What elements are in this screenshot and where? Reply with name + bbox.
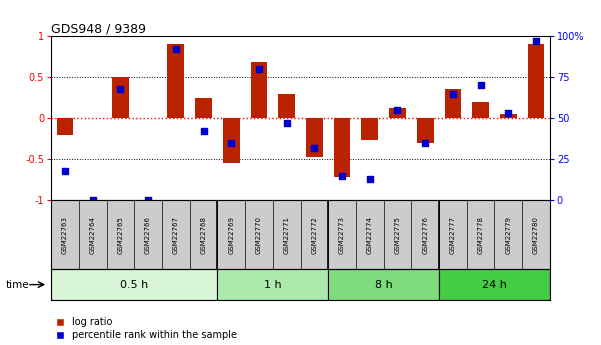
- Bar: [500, 114, 517, 118]
- Text: 1 h: 1 h: [264, 280, 282, 289]
- Text: GDS948 / 9389: GDS948 / 9389: [51, 22, 146, 35]
- Legend: log ratio, percentile rank within the sample: log ratio, percentile rank within the sa…: [56, 317, 237, 340]
- Bar: [328, 269, 439, 300]
- Bar: [251, 62, 267, 118]
- Text: GSM22773: GSM22773: [339, 216, 345, 254]
- Bar: [528, 45, 545, 118]
- Text: time: time: [6, 280, 29, 289]
- Text: GSM22774: GSM22774: [367, 216, 373, 254]
- Bar: [361, 118, 378, 140]
- Point: [227, 140, 236, 146]
- Bar: [472, 102, 489, 118]
- Bar: [439, 269, 550, 300]
- Point: [115, 86, 125, 91]
- Bar: [195, 98, 212, 118]
- Text: GSM22766: GSM22766: [145, 216, 151, 254]
- Bar: [51, 269, 218, 300]
- Text: 0.5 h: 0.5 h: [120, 280, 148, 289]
- Text: GSM22768: GSM22768: [201, 216, 207, 254]
- Bar: [218, 269, 328, 300]
- Text: GSM22779: GSM22779: [505, 216, 511, 254]
- Text: GSM22772: GSM22772: [311, 216, 317, 254]
- Text: 8 h: 8 h: [375, 280, 392, 289]
- Point: [392, 107, 402, 113]
- Text: GSM22776: GSM22776: [423, 216, 428, 254]
- Text: GSM22765: GSM22765: [117, 216, 123, 254]
- Point: [504, 110, 513, 116]
- Point: [421, 140, 430, 146]
- Bar: [389, 108, 406, 118]
- Point: [337, 173, 347, 178]
- Text: GSM22767: GSM22767: [173, 216, 178, 254]
- Point: [476, 82, 486, 88]
- Bar: [278, 93, 295, 118]
- Text: GSM22771: GSM22771: [284, 216, 290, 254]
- Point: [88, 197, 97, 203]
- Text: GSM22780: GSM22780: [533, 216, 539, 254]
- Bar: [112, 77, 129, 118]
- Point: [199, 128, 209, 134]
- Text: GSM22770: GSM22770: [256, 216, 262, 254]
- Point: [365, 176, 374, 181]
- Bar: [417, 118, 433, 143]
- Text: GSM22778: GSM22778: [478, 216, 484, 254]
- Bar: [168, 45, 184, 118]
- Point: [531, 38, 541, 44]
- Text: GSM22764: GSM22764: [90, 216, 96, 254]
- Text: GSM22763: GSM22763: [62, 216, 68, 254]
- Point: [60, 168, 70, 173]
- Bar: [306, 118, 323, 157]
- Point: [171, 47, 181, 52]
- Text: GSM22769: GSM22769: [228, 216, 234, 254]
- Point: [282, 120, 291, 126]
- Bar: [223, 118, 240, 163]
- Point: [143, 197, 153, 203]
- Point: [310, 145, 319, 150]
- Text: GSM22777: GSM22777: [450, 216, 456, 254]
- Point: [448, 91, 458, 96]
- Bar: [445, 89, 461, 118]
- Point: [254, 66, 264, 72]
- Bar: [334, 118, 350, 177]
- Text: GSM22775: GSM22775: [394, 216, 400, 254]
- Bar: [56, 118, 73, 135]
- Text: 24 h: 24 h: [482, 280, 507, 289]
